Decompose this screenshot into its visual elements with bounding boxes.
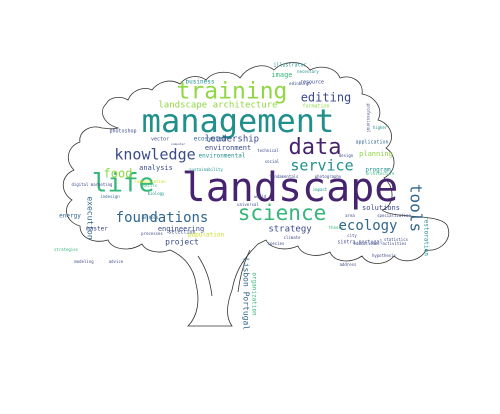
word-analysis: analysis [139, 164, 173, 172]
word-management: management [142, 102, 335, 140]
word-lisbon-portugal: Lisbon Portugal [242, 258, 251, 330]
word-vector: vector [151, 137, 169, 143]
word-architecture: architecture [366, 171, 395, 176]
word-execution: execution [86, 196, 95, 240]
word-selection: selection [168, 230, 195, 236]
word-formation: formation [302, 104, 329, 110]
word-editing: editing [301, 91, 352, 105]
word-ecology: ecology [338, 218, 397, 234]
word-science: science [238, 201, 327, 225]
word-organization: organization [251, 272, 258, 316]
word-engineering: engineering [158, 225, 204, 233]
word-restoration: restoration [423, 216, 430, 256]
word-foundations: foundations [116, 210, 209, 226]
word-knowledge: knowledge [114, 146, 195, 164]
word-landscape: landscape [182, 165, 399, 211]
word-modeling: modeling [74, 259, 94, 264]
word-strategy: strategy [268, 225, 312, 235]
word-world: world [254, 194, 267, 199]
word-strategies: strategies [54, 247, 79, 252]
word-social: social [265, 159, 280, 164]
word-indesign: indesign [100, 194, 120, 199]
word-environment: environment [205, 144, 251, 152]
word-solutions: solutions [362, 204, 400, 212]
word-landscape-architecture: landscape architecture [158, 101, 277, 111]
word-biology: biology [148, 191, 165, 196]
word-methods: methods [142, 215, 159, 220]
word-area: area [345, 213, 355, 218]
word-energy: energy [59, 213, 81, 220]
word-educational-activities: educational activities [354, 241, 408, 246]
tree-outline [62, 62, 450, 327]
word-sustainability: sustainability [189, 167, 223, 172]
word-statistics: statistics [384, 237, 409, 242]
word-specialization: specialization [377, 213, 411, 218]
word-digital-marketing: digital marketing [72, 182, 114, 187]
word-city: city [347, 233, 357, 238]
word-food: food [104, 167, 133, 181]
word-population: population [188, 232, 225, 239]
word-application: application [355, 140, 388, 146]
word-processes: processes [141, 231, 163, 236]
word-business: business [186, 79, 215, 86]
word-program: program [365, 167, 391, 174]
word-computer: computer [171, 142, 186, 146]
word-skills: skills [143, 183, 158, 188]
word-ecosystem: ecosystem [194, 136, 227, 143]
word-master: master [86, 226, 108, 233]
word-fundamentals: fundamentals [270, 174, 299, 179]
word-project: project [165, 238, 199, 247]
word-higher: higher [373, 125, 388, 130]
word-technical: technical [257, 148, 279, 153]
word-sintra-portugal: sintra portugal [337, 240, 382, 246]
word-impact: impact [313, 187, 328, 192]
word-photography: photography [315, 174, 342, 179]
word-photoshop: photoshop [109, 129, 136, 135]
word-edinburgh: edinburgh [289, 81, 311, 86]
word-resource: resource [300, 80, 324, 86]
word-service: service [290, 157, 353, 175]
word-hypothesis: hypothesis [372, 253, 397, 258]
word-training: training [177, 79, 288, 105]
word-address: address [340, 262, 357, 267]
word-leadership: leadership [205, 135, 259, 145]
word-universal: universal [237, 202, 259, 207]
word-necessary: necessary [297, 69, 319, 74]
word-environmental: environmental [199, 153, 246, 160]
word-data: data [289, 135, 342, 160]
word-species: species [268, 241, 285, 246]
word-theory: theory [329, 225, 344, 230]
word-planning: planning [359, 150, 393, 158]
word-design: design [339, 153, 354, 158]
word-advice: advice [109, 259, 124, 264]
word-life: life [92, 169, 155, 199]
word-illustrator: illustrator [273, 63, 306, 69]
word-tools: tools [407, 184, 426, 232]
word-communication: communication [134, 179, 166, 184]
word-professional: professional [366, 104, 371, 133]
word-image: image [271, 71, 292, 79]
word-climate: climate [284, 235, 301, 240]
tree-trunk-detail [197, 249, 251, 297]
